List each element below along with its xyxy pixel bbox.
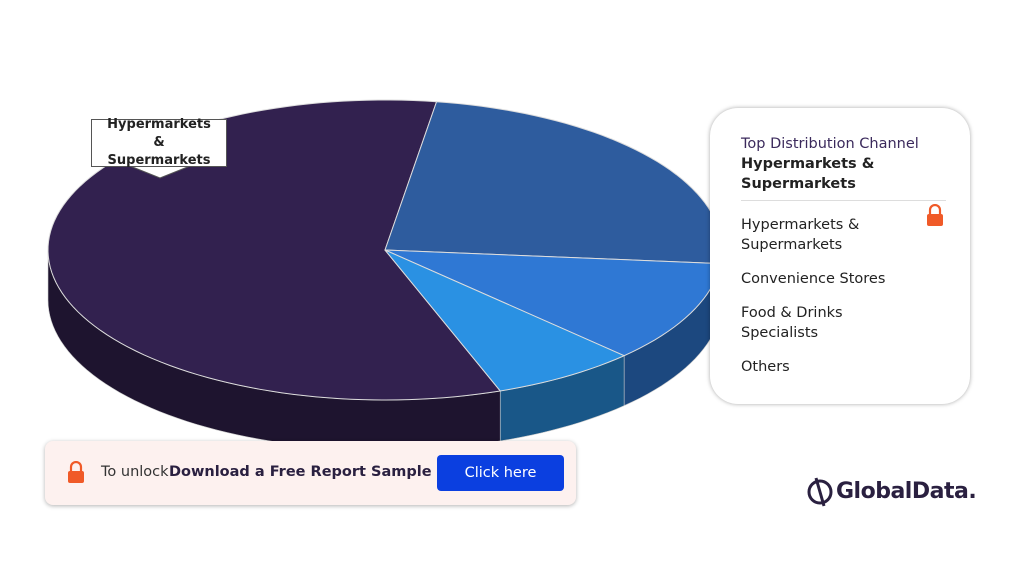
slice [384, 249, 626, 392]
legend-items: Hypermarkets & Supermarkets Convenience S… [741, 215, 946, 377]
slice [384, 101, 723, 265]
legend-item: Convenience Stores [741, 271, 886, 287]
brand-logo [807, 477, 833, 507]
brand-name: GlobalData. [836, 479, 977, 504]
top-channel: Hypermarkets & Supermarkets [741, 154, 946, 201]
banner-prefix: To unlock [101, 464, 169, 480]
slice-callout: Hypermarkets & Supermarkets [91, 117, 227, 168]
lock-icon [927, 204, 943, 226]
unlock-banner: To unlock Download a Free Report Sample … [45, 441, 576, 505]
lock-icon [68, 461, 84, 483]
banner-text: Download a Free Report Sample [169, 464, 432, 480]
legend-title: Top Distribution Channel [741, 136, 919, 152]
legend-item: Food & Drinks Specialists [741, 305, 843, 341]
click-button[interactable]: Click here [437, 455, 564, 491]
legend: Top Distribution Channel Hypermarkets & … [710, 108, 970, 404]
legend-item: Others [741, 359, 790, 375]
legend-item: Hypermarkets & Supermarkets [741, 217, 860, 253]
